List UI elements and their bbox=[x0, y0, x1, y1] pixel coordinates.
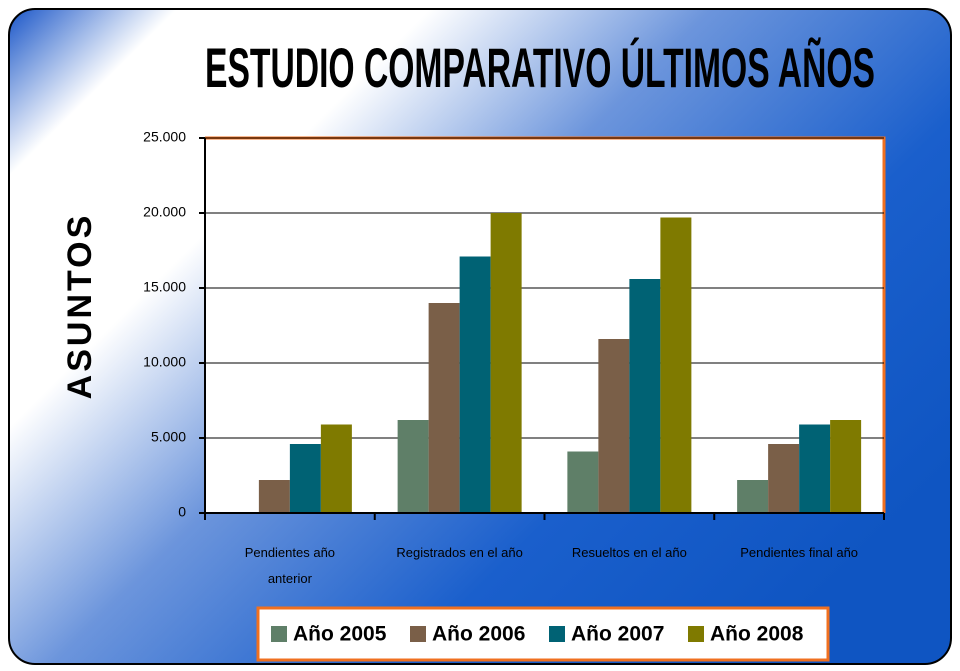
x-tick-label: Pendientes final año bbox=[740, 545, 859, 560]
x-tick-label: Pendientes año anterior bbox=[244, 545, 336, 586]
bar bbox=[567, 451, 599, 513]
y-tick-label: 15.000 bbox=[143, 279, 186, 295]
bar bbox=[768, 444, 800, 513]
bar bbox=[289, 444, 321, 513]
legend-swatch bbox=[549, 626, 565, 642]
legend-label: Año 2006 bbox=[432, 623, 525, 646]
legend-swatch bbox=[688, 626, 704, 642]
bar bbox=[830, 420, 862, 513]
chart-title: ESTUDIO COMPARATIVO ÚLTIMOS AÑOS bbox=[205, 36, 875, 99]
bar bbox=[598, 339, 630, 513]
legend-label: Año 2005 bbox=[293, 623, 387, 646]
legend-swatch bbox=[410, 626, 426, 642]
y-axis-label: ASUNTOS bbox=[61, 213, 99, 400]
y-tick-label: 10.000 bbox=[143, 354, 186, 370]
bar bbox=[459, 256, 491, 513]
bar bbox=[320, 424, 352, 513]
bar bbox=[490, 213, 522, 513]
bar bbox=[258, 480, 290, 513]
y-tick-label: 0 bbox=[178, 504, 186, 520]
y-tick-label: 25.000 bbox=[143, 129, 186, 145]
y-tick-label: 5.000 bbox=[151, 429, 186, 445]
y-tick-label: 20.000 bbox=[143, 204, 186, 220]
bar bbox=[428, 303, 460, 513]
bar bbox=[737, 480, 769, 513]
legend bbox=[256, 606, 830, 662]
bar bbox=[397, 420, 429, 513]
x-tick-label: Registrados en el año bbox=[396, 545, 523, 560]
legend-label: Año 2008 bbox=[710, 623, 804, 646]
x-tick-label: Resueltos en el año bbox=[571, 545, 687, 560]
legend-label: Año 2007 bbox=[571, 623, 664, 646]
bar bbox=[629, 279, 661, 513]
bar bbox=[799, 424, 831, 513]
bar bbox=[660, 217, 692, 513]
legend-swatch bbox=[271, 626, 287, 642]
